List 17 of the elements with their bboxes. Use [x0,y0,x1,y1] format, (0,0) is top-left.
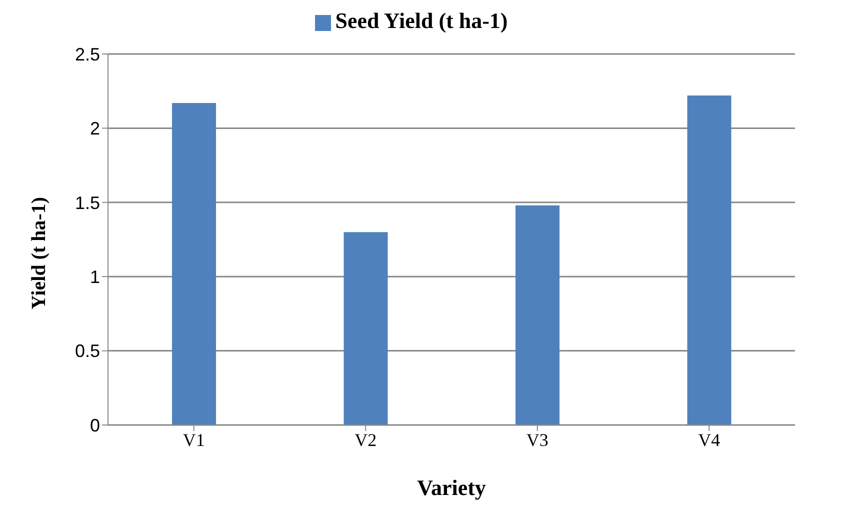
x-axis-title: Variety [417,475,486,500]
y-tick-label: 2.5 [74,44,100,64]
y-tick-label: 0.5 [74,341,100,362]
legend-label: Seed Yield (t ha-1) [335,8,508,33]
bar [516,205,560,425]
x-tick-label: V1 [182,430,205,450]
bar [172,102,216,425]
y-axis-title: Yield (t ha-1) [28,196,50,310]
bar [344,232,388,425]
x-tick-label: V2 [354,430,377,450]
y-tick-label: 0 [90,415,100,436]
x-tick-label: V3 [526,430,548,450]
y-tick-label: 1.5 [74,192,100,213]
y-tick-label: 1 [90,266,100,287]
x-tick-label: V4 [698,430,720,450]
y-tick-label: 2 [90,118,100,139]
bar [687,96,732,425]
